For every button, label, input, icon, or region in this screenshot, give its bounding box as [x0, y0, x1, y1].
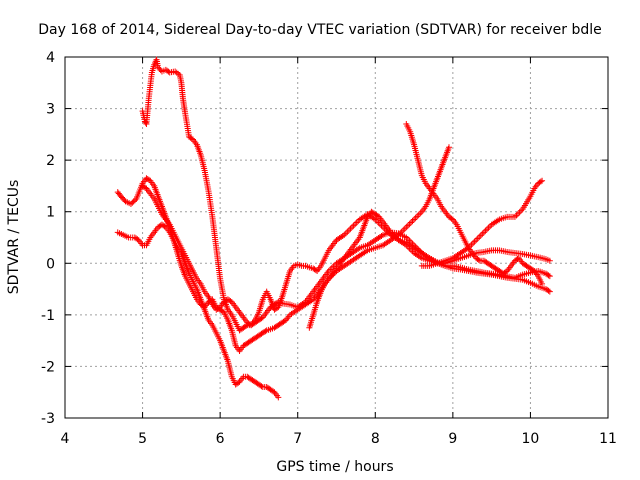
y-axis-label: SDTVAR / TECUs: [6, 180, 22, 295]
x-tick-label: 9: [448, 431, 457, 447]
data-point-marker: [130, 198, 137, 205]
series-track-1: [139, 56, 553, 334]
data-point-marker: [312, 267, 319, 274]
x-axis-label: GPS time / hours: [276, 459, 393, 475]
data-point-marker: [127, 200, 134, 207]
series-track-3: [114, 221, 282, 401]
data-point-marker: [134, 236, 141, 243]
x-tick-label: 8: [371, 431, 380, 447]
x-tick-label: 4: [61, 431, 70, 447]
data-point-marker: [157, 67, 164, 74]
data-point-marker: [546, 257, 553, 264]
y-tick-label: 0: [46, 256, 55, 272]
data-series: [114, 56, 553, 401]
data-point-marker: [235, 379, 242, 386]
y-tick-label: 3: [46, 102, 55, 118]
x-tick-label: 10: [522, 431, 540, 447]
data-point-marker: [142, 184, 149, 191]
data-point-marker: [243, 323, 249, 330]
data-point-marker: [546, 288, 553, 295]
series-track-7: [418, 177, 546, 269]
data-point-marker: [539, 280, 546, 287]
y-tick-label: -2: [41, 359, 55, 375]
data-point-marker: [262, 328, 269, 335]
data-point-marker: [539, 177, 546, 184]
data-point-marker: [275, 394, 282, 401]
plot-frame: [64, 56, 609, 419]
data-point-marker: [530, 267, 537, 274]
x-tick-label: 7: [293, 431, 302, 447]
data-point-marker: [215, 304, 222, 311]
y-tick-label: -3: [41, 411, 55, 427]
series-track-6: [306, 144, 452, 331]
data-point-marker: [281, 317, 288, 324]
y-tick-label: -1: [41, 308, 55, 324]
y-tick-label: 4: [46, 50, 55, 66]
data-point-marker: [445, 144, 452, 151]
data-point-marker: [156, 65, 163, 72]
gridlines: [65, 57, 608, 418]
data-point-marker: [537, 178, 544, 185]
data-point-marker: [475, 256, 482, 263]
data-point-marker: [246, 321, 253, 328]
y-tick-label: 2: [46, 153, 55, 169]
data-point-marker: [545, 272, 552, 279]
data-point-marker: [258, 315, 265, 322]
data-point-marker: [142, 119, 149, 126]
y-tick-label: 1: [46, 205, 55, 221]
data-point-marker: [227, 298, 234, 305]
axis-ticks: 4 5 6 7 8 9 10 11 -3 -2 -1 0 1 2 3 4: [41, 50, 617, 447]
data-point-marker: [129, 199, 136, 206]
data-point-marker: [546, 273, 553, 280]
x-tick-label: 11: [599, 431, 617, 447]
data-point-marker: [161, 223, 168, 230]
series-track-4: [139, 182, 553, 329]
x-tick-label: 5: [138, 431, 147, 447]
data-point-marker: [502, 268, 509, 275]
data-point-marker: [188, 135, 195, 142]
data-point-marker: [374, 213, 381, 220]
data-point-marker: [270, 388, 277, 395]
data-point-marker: [258, 383, 265, 390]
x-tick-label: 6: [216, 431, 225, 447]
chart-title: Day 168 of 2014, Sidereal Day-to-day VTE…: [38, 22, 602, 38]
data-point-marker: [132, 197, 139, 204]
data-point-marker: [146, 176, 153, 183]
data-point-marker: [155, 64, 162, 71]
data-point-marker: [545, 287, 552, 294]
data-point-marker: [514, 255, 521, 262]
data-point-marker: [448, 215, 455, 222]
